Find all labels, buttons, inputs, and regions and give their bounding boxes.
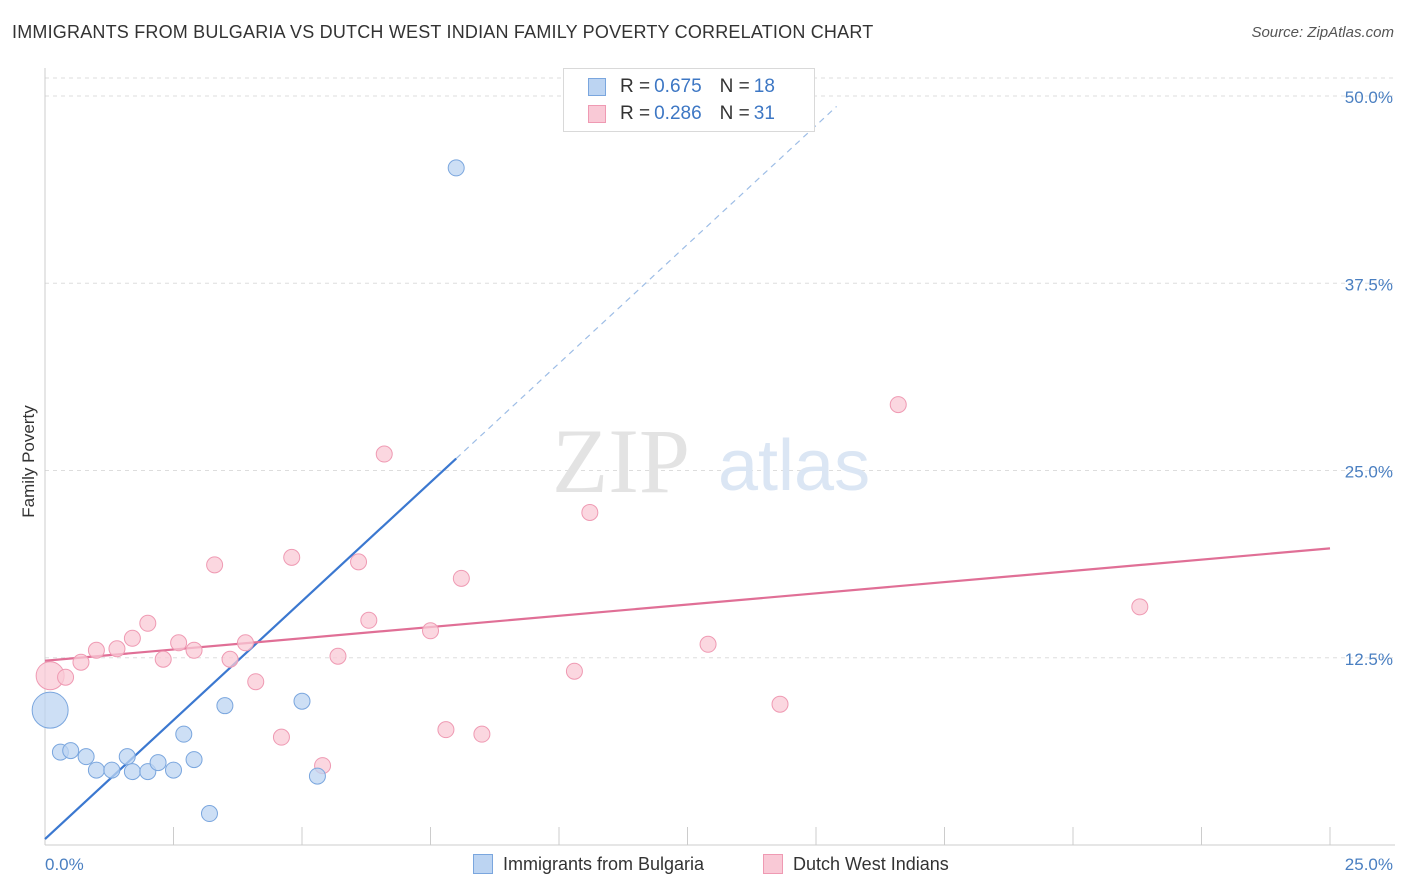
y-axis-title: Family Poverty [19, 405, 38, 518]
point-dutch [87, 641, 105, 659]
point-dutch [72, 653, 90, 671]
legend-row-dutch: R = 0.286 N = 31 [588, 102, 775, 126]
y-tick-label: 25.0% [1345, 463, 1393, 482]
point-dutch [699, 635, 717, 653]
point-dutch [437, 721, 455, 739]
point-bulgaria [216, 697, 234, 715]
point-dutch [1131, 598, 1149, 616]
gridlines [45, 77, 1395, 659]
point-bulgaria [62, 742, 80, 760]
axes [44, 68, 1395, 846]
point-bulgaria [308, 767, 326, 785]
point-bulgaria [200, 805, 218, 823]
x-tick-label-min: 0.0% [45, 855, 84, 874]
point-dutch [236, 634, 254, 652]
point-bulgaria [185, 751, 203, 769]
legend-n-value: 31 [753, 103, 775, 124]
point-dutch [154, 650, 172, 668]
data-points [31, 159, 1149, 823]
legend-n-label: N = [719, 103, 750, 124]
series-swatch-bulgaria [473, 854, 493, 874]
point-dutch [283, 548, 301, 566]
series-label-bulgaria: Immigrants from Bulgaria [503, 853, 705, 874]
legend-r-value: 0.286 [654, 103, 702, 124]
legend-swatch-dutch [588, 105, 606, 123]
point-dutch [185, 641, 203, 659]
point-dutch [581, 503, 599, 521]
chart-title: IMMIGRANTS FROM BULGARIA VS DUTCH WEST I… [12, 22, 874, 42]
point-bulgaria [175, 725, 193, 743]
y-tick-label: 37.5% [1345, 275, 1393, 294]
point-bulgaria [103, 761, 121, 779]
point-bulgaria [123, 763, 141, 781]
y-tick-label: 12.5% [1345, 650, 1393, 669]
point-bulgaria [165, 761, 182, 779]
correlation-legend: R = 0.675 N = 18 R = 0.286 N = 31 [563, 68, 815, 132]
legend-n-value: 18 [753, 76, 775, 97]
point-dutch [771, 695, 789, 713]
point-dutch [329, 647, 347, 665]
point-bulgaria [149, 754, 167, 772]
series-swatch-dutch [763, 854, 783, 874]
point-dutch [108, 640, 126, 658]
point-dutch [221, 650, 239, 668]
legend-row-bulgaria: R = 0.675 N = 18 [588, 75, 775, 99]
legend-n-label: N = [719, 76, 750, 97]
point-dutch [139, 614, 157, 632]
watermark: ZIP atlas [552, 410, 870, 512]
point-dutch [565, 662, 583, 680]
legend-swatch-bulgaria [588, 78, 606, 96]
y-tick-label: 50.0% [1345, 88, 1393, 107]
point-dutch [272, 728, 290, 746]
point-bulgaria [31, 691, 69, 729]
source-credit: Source: ZipAtlas.com [1251, 24, 1394, 41]
point-dutch [375, 445, 393, 463]
watermark-zip: ZIP [552, 410, 690, 512]
point-dutch [57, 668, 75, 686]
point-dutch [247, 673, 265, 691]
point-dutch [350, 553, 368, 571]
trend-line-dutch [44, 547, 1331, 662]
legend-r-value: 0.675 [654, 76, 702, 97]
legend-r-label: R = [620, 76, 651, 97]
x-tick-label-max: 25.0% [1345, 855, 1393, 874]
point-bulgaria [293, 692, 311, 710]
watermark-atlas: atlas [718, 426, 870, 506]
point-dutch [170, 634, 188, 652]
trend-line-bulgaria-extension [455, 106, 837, 459]
point-dutch [360, 611, 378, 629]
point-bulgaria [87, 761, 105, 779]
series-label-dutch: Dutch West Indians [793, 853, 949, 874]
legend-r-label: R = [620, 103, 651, 124]
series-legend-bulgaria: Immigrants from Bulgaria [473, 852, 704, 876]
point-dutch [452, 569, 470, 587]
point-dutch [422, 622, 439, 640]
point-dutch [889, 396, 907, 414]
point-dutch [473, 725, 491, 743]
point-dutch [123, 629, 141, 647]
series-legend-dutch: Dutch West Indians [763, 852, 949, 876]
point-dutch [206, 556, 224, 574]
point-bulgaria [447, 159, 465, 177]
point-bulgaria [118, 748, 136, 766]
axis-labels: 12.5% 25.0% 37.5% 50.0% 0.0% 25.0% Family Pove… [19, 88, 1393, 874]
point-bulgaria [77, 748, 95, 766]
